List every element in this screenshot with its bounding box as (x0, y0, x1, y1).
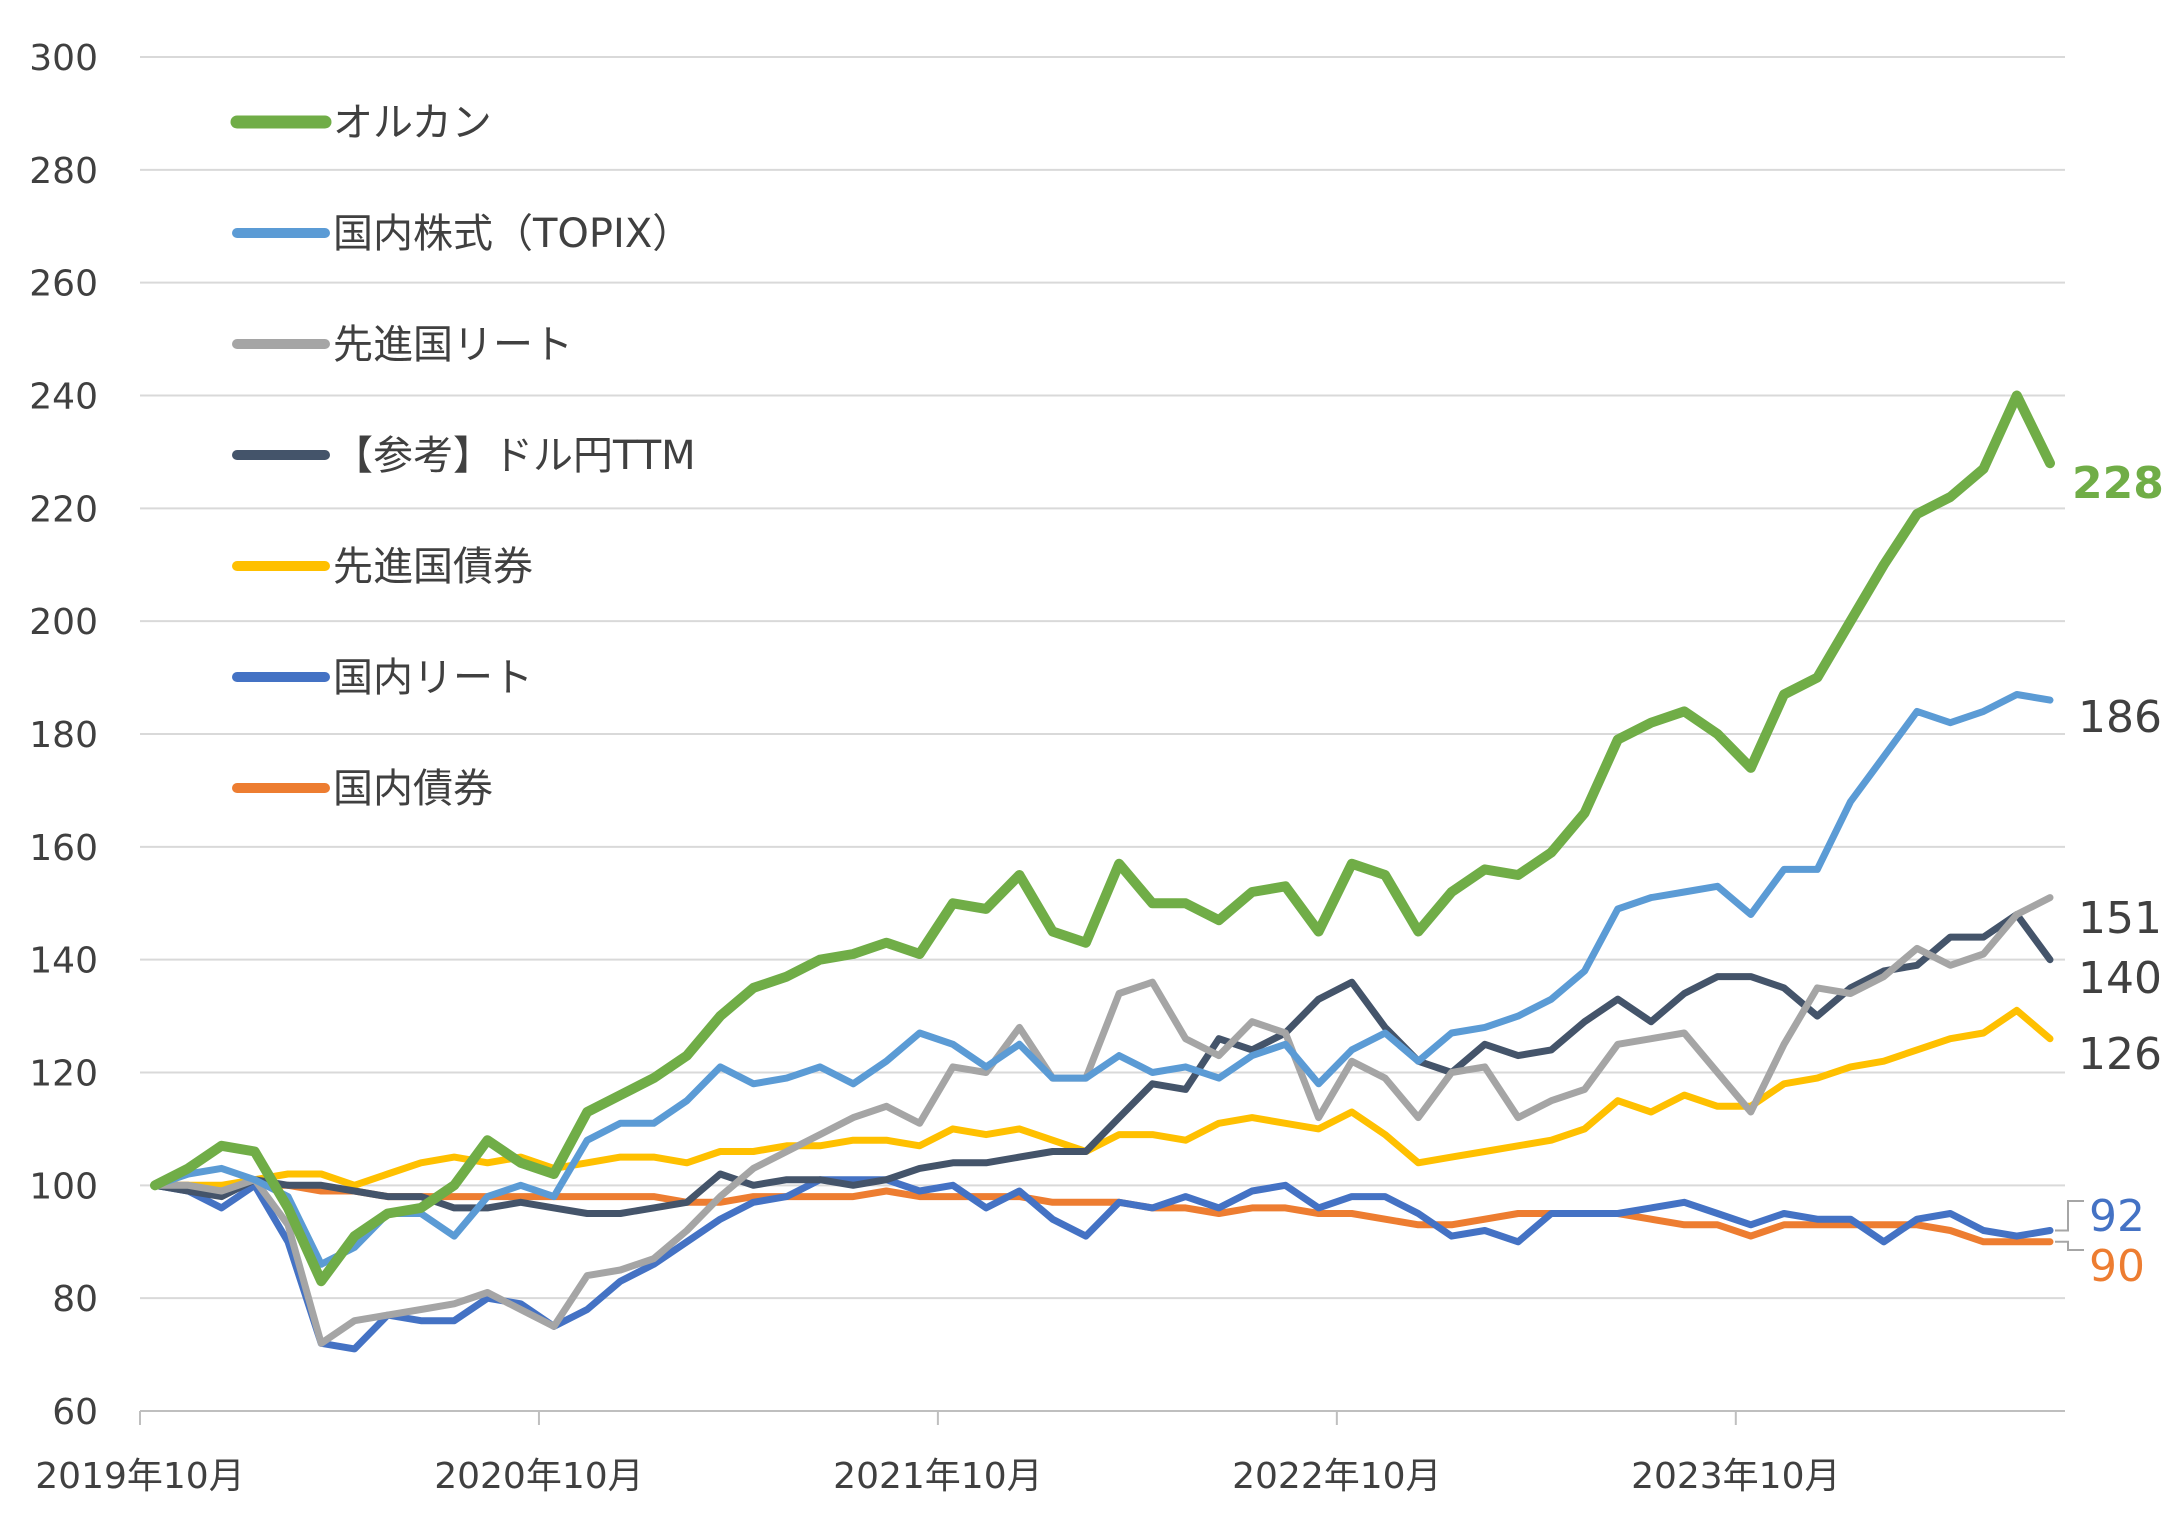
y-tick-label: 220 (29, 489, 98, 530)
y-tick-label: 200 (29, 602, 98, 643)
legend-label: オルカン (333, 100, 492, 146)
series-line-1 (150, 390, 2055, 1287)
gridlines (140, 56, 2065, 1300)
legend-label: 国内債券 (333, 766, 493, 812)
x-tick-label: 2019年10月 (35, 1456, 244, 1497)
x-tick-label: 2020年10月 (434, 1456, 643, 1497)
x-axis (139, 1410, 2065, 1425)
legend-label: 先進国債券 (333, 544, 533, 590)
x-tick-label: 2021年10月 (833, 1456, 1042, 1497)
leader-line-92 (2055, 1200, 2084, 1232)
legend-label: 【参考】ドル円TTM (333, 433, 696, 479)
end-label: 90 (2089, 1241, 2145, 1292)
end-label: 228 (2072, 458, 2164, 509)
end-label: 126 (2078, 1029, 2162, 1080)
y-tick-label: 60 (52, 1392, 98, 1433)
end-label: 92 (2089, 1191, 2145, 1242)
series-line-2 (151, 691, 2054, 1268)
series-lines (150, 390, 2055, 1353)
legend-label: 国内リート (333, 655, 533, 701)
y-tick-label: 300 (29, 38, 98, 79)
y-tick-label: 160 (29, 828, 98, 869)
y-tick-label: 240 (29, 377, 98, 418)
leader-line-90 (2055, 1240, 2084, 1251)
end-label: 140 (2078, 953, 2162, 1004)
series-line-7 (151, 1181, 2054, 1246)
series-line-6 (151, 1176, 2054, 1353)
end-label: 186 (2078, 692, 2162, 743)
series-line-4 (151, 911, 2054, 1217)
y-tick-label: 100 (29, 1166, 98, 1207)
y-tick-label: 280 (29, 151, 98, 192)
x-axis-tick-labels: 2019年10月 2020年10月 2021年10月 2022年10月 2023年10月 (35, 1456, 1840, 1497)
y-tick-label: 140 (29, 941, 98, 982)
y-axis-tick-labels: 60 80 100 120 140 160 180 200 220 240 260 280 300 (29, 38, 98, 1433)
end-label: 151 (2078, 893, 2162, 944)
y-tick-label: 120 (29, 1054, 98, 1095)
y-tick-label: 180 (29, 715, 98, 756)
y-tick-label: 80 (52, 1279, 98, 1320)
y-tick-label: 260 (29, 264, 98, 305)
series-line-3 (151, 894, 2054, 1347)
x-tick-label: 2022年10月 (1232, 1456, 1441, 1497)
x-tick-label: 2023年10月 (1631, 1456, 1840, 1497)
legend-label: 先進国リート (333, 322, 573, 368)
legend-label: 国内株式（TOPIX） (333, 211, 692, 257)
